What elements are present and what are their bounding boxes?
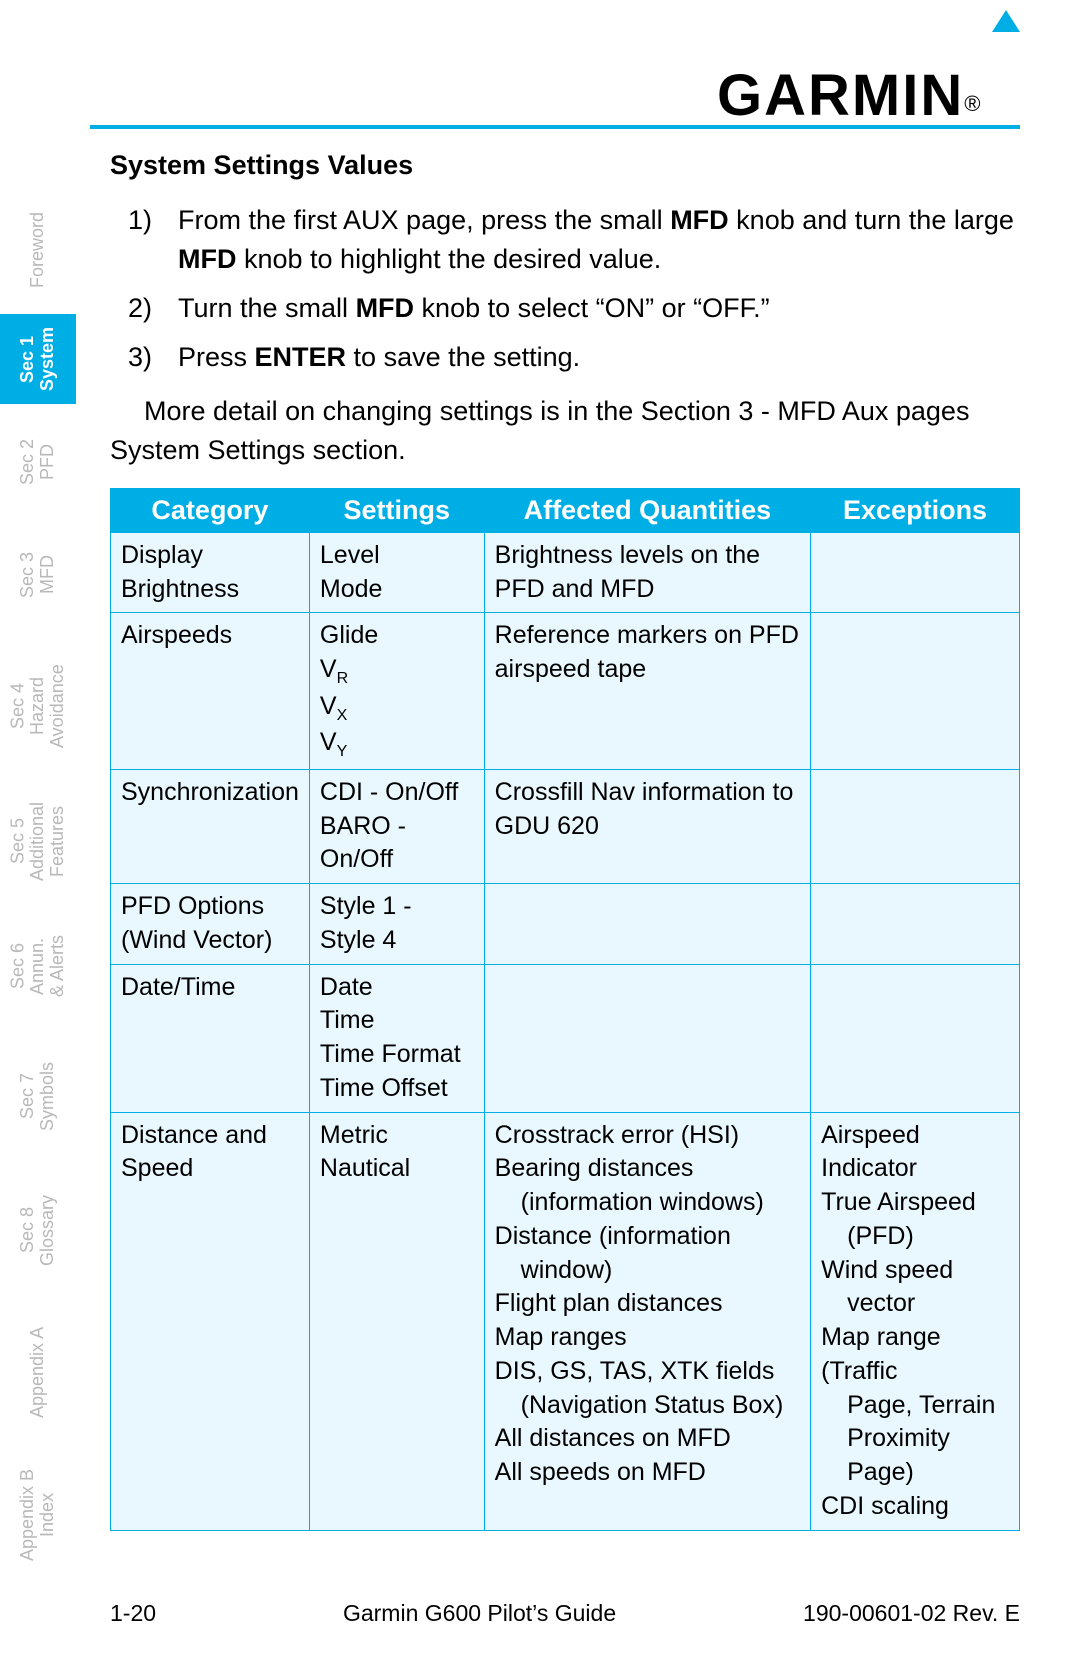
page-title: System Settings Values: [110, 150, 1020, 181]
tab-line: PFD: [38, 444, 58, 480]
brand-registered: ®: [964, 91, 980, 116]
th-category: Category: [111, 488, 310, 532]
cell-category: Airspeeds: [111, 613, 310, 770]
footer-title: Garmin G600 Pilot’s Guide: [343, 1600, 616, 1627]
cell-category: Date/Time: [111, 964, 310, 1112]
tab-line: Appendix A: [28, 1326, 48, 1417]
cell-category: Distance and Speed: [111, 1112, 310, 1530]
step-item: 2) Turn the small MFD knob to select “ON”…: [128, 289, 1020, 328]
footer-page: 1-20: [110, 1600, 156, 1627]
tab-line: Glossary: [38, 1195, 58, 1266]
th-affected: Affected Quantities: [484, 488, 810, 532]
tab-appa[interactable]: Appendix A: [0, 1314, 76, 1430]
tab-line: Symbols: [38, 1061, 58, 1130]
cell-settings: Style 1 - Style 4: [309, 884, 484, 965]
cell-affected: Crosstrack error (HSI)Bearing distances(…: [484, 1112, 810, 1530]
tab-line: Features: [48, 805, 68, 876]
step-number: 2): [128, 289, 156, 328]
tab-sec5[interactable]: Sec 5AdditionalFeatures: [0, 786, 76, 896]
step-item: 1) From the first AUX page, press the sma…: [128, 201, 1020, 279]
cell-exceptions: [811, 613, 1020, 770]
step-number: 1): [128, 201, 156, 279]
steps-list: 1) From the first AUX page, press the sma…: [128, 201, 1020, 378]
tab-line: & Alerts: [48, 935, 68, 997]
tab-line: System: [38, 327, 58, 391]
tab-sec1[interactable]: Sec 1System: [0, 314, 76, 404]
cell-category: Display Brightness: [111, 532, 310, 613]
cell-affected: Crossfill Nav information to GDU 620: [484, 769, 810, 883]
cell-exceptions: [811, 769, 1020, 883]
tab-appb[interactable]: Appendix BIndex: [0, 1458, 76, 1572]
step-number: 3): [128, 338, 156, 377]
table-row: SynchronizationCDI - On/OffBARO - On/Off…: [111, 769, 1020, 883]
tab-line: Avoidance: [48, 664, 68, 748]
tab-line: Sec 6: [8, 943, 28, 989]
cell-settings: LevelMode: [309, 532, 484, 613]
tab-sec2[interactable]: Sec 2PFD: [0, 426, 76, 498]
table-row: PFD Options (Wind Vector)Style 1 - Style…: [111, 884, 1020, 965]
detail-paragraph: More detail on changing settings is in t…: [110, 392, 1020, 470]
tab-line: MFD: [38, 556, 58, 595]
table-header-row: Category Settings Affected Quantities Ex…: [111, 488, 1020, 532]
table-row: Distance and SpeedMetricNauticalCrosstra…: [111, 1112, 1020, 1530]
cell-settings: MetricNautical: [309, 1112, 484, 1530]
cell-category: Synchronization: [111, 769, 310, 883]
tab-line: Index: [38, 1493, 58, 1537]
tab-line: Hazard: [28, 677, 48, 735]
page-footer: 1-20 Garmin G600 Pilot’s Guide 190-00601…: [110, 1600, 1020, 1627]
tab-line: Sec 2: [18, 439, 38, 485]
page-content: System Settings Values 1) From the first …: [110, 150, 1020, 1531]
tab-line: Sec 8: [18, 1207, 38, 1253]
step-text: Press ENTER to save the setting.: [178, 338, 580, 377]
tab-line: Additional: [28, 801, 48, 880]
tab-foreword[interactable]: Foreword: [0, 200, 76, 300]
tab-sec4[interactable]: Sec 4HazardAvoidance: [0, 650, 76, 762]
table-row: Date/TimeDateTimeTime FormatTime Offset: [111, 964, 1020, 1112]
th-settings: Settings: [309, 488, 484, 532]
section-tabs: Foreword Sec 1System Sec 2PFD Sec 3MFD Sec 4…: [0, 200, 80, 1572]
cell-affected: [484, 964, 810, 1112]
header-rule: [90, 125, 1020, 129]
garmin-delta-icon: [992, 10, 1020, 32]
step-text: Turn the small MFD knob to select “ON” o…: [178, 289, 770, 328]
step-item: 3) Press ENTER to save the setting.: [128, 338, 1020, 377]
tab-sec7[interactable]: Sec 7Symbols: [0, 1050, 76, 1142]
brand-text: GARMIN: [717, 63, 964, 128]
cell-settings: GlideVRVXVY: [309, 613, 484, 770]
tab-line: Sec 4: [8, 683, 28, 729]
tab-sec8[interactable]: Sec 8Glossary: [0, 1182, 76, 1278]
cell-affected: Brightness levels on the PFD and MFD: [484, 532, 810, 613]
cell-affected: [484, 884, 810, 965]
brand-logo: GARMIN®: [717, 40, 1020, 129]
tab-line: Sec 3: [18, 552, 38, 598]
footer-doc: 190-00601-02 Rev. E: [803, 1600, 1020, 1627]
tab-sec3[interactable]: Sec 3MFD: [0, 538, 76, 612]
table-row: Display BrightnessLevelModeBrightness le…: [111, 532, 1020, 613]
table-row: AirspeedsGlideVRVXVYReference markers on…: [111, 613, 1020, 770]
step-text: From the first AUX page, press the small…: [178, 201, 1020, 279]
cell-settings: DateTimeTime FormatTime Offset: [309, 964, 484, 1112]
th-exceptions: Exceptions: [811, 488, 1020, 532]
cell-exceptions: [811, 532, 1020, 613]
cell-settings: CDI - On/OffBARO - On/Off: [309, 769, 484, 883]
cell-exceptions: Airspeed IndicatorTrue Airspeed(PFD)Wind…: [811, 1112, 1020, 1530]
tab-line: Appendix B: [18, 1469, 38, 1561]
cell-category: PFD Options (Wind Vector): [111, 884, 310, 965]
tab-line: Sec 7: [18, 1073, 38, 1119]
cell-exceptions: [811, 964, 1020, 1112]
cell-exceptions: [811, 884, 1020, 965]
tab-line: Sec 1: [18, 335, 38, 382]
tab-sec6[interactable]: Sec 6Annun.& Alerts: [0, 918, 76, 1014]
table-body: Display BrightnessLevelModeBrightness le…: [111, 532, 1020, 1530]
cell-affected: Reference markers on PFD airspeed tape: [484, 613, 810, 770]
tab-line: Sec 5: [8, 818, 28, 864]
tab-line: Annun.: [28, 937, 48, 994]
tab-line: Foreword: [28, 212, 48, 288]
settings-table: Category Settings Affected Quantities Ex…: [110, 488, 1020, 1531]
